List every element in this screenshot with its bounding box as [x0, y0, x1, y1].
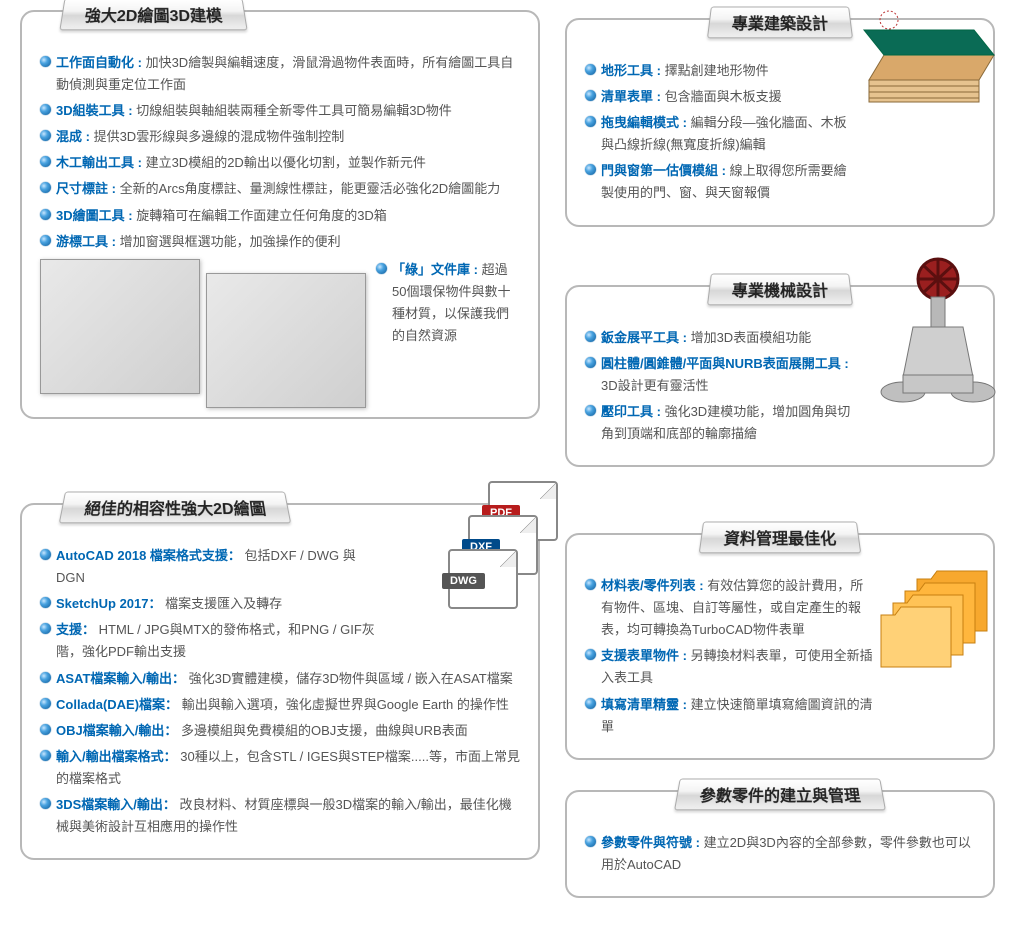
panel-param: 參數零件的建立與管理 參數零件與符號 : 建立2D與3D內容的全部參數，零件參數… — [565, 790, 995, 898]
feat-title: 清單表單 : — [601, 89, 661, 104]
feat-title: 輸入/輸出檔案格式： — [56, 749, 177, 764]
bullet-icon — [40, 104, 51, 115]
bullet-icon — [40, 750, 51, 761]
feat-desc: 輸出與輸入選項，強化虛擬世界與Google Earth 的操作性 — [182, 697, 509, 712]
bullet-icon — [585, 649, 596, 660]
bullet-icon — [585, 357, 596, 368]
bullet-icon — [585, 579, 596, 590]
feat-title: Collada(DAE)檔案： — [56, 697, 178, 712]
panel-header-param: 參數零件的建立與管理 — [674, 778, 886, 810]
feat-desc: 擇點創建地形物件 — [665, 63, 769, 78]
list-param: 參數零件與符號 : 建立2D與3D內容的全部參數，零件參數也可以用於AutoCA… — [585, 832, 975, 876]
feat-title: 「綠」文件庫 : — [392, 262, 478, 277]
feat-title: 支援： — [56, 622, 95, 637]
bullet-icon — [40, 549, 51, 560]
feat-title: 3DS檔案輸入/輸出： — [56, 797, 176, 812]
feat-desc: 檔案支援匯入及轉存 — [165, 596, 282, 611]
bullet-icon — [40, 130, 51, 141]
panel-arch: 專業建築設計 地形工具 : 擇點創建地形物件 清單表單 : 包含牆面與木板支援 … — [565, 18, 995, 227]
bullet-icon — [376, 263, 387, 274]
panel-data: 資料管理最佳化 材料表/零件列表 : 有效估算您的設計費用，所有物件、區塊、自訂… — [565, 533, 995, 760]
panel-header-modeling: 強大2D繪圖3D建模 — [59, 0, 247, 30]
bullet-icon — [40, 798, 51, 809]
panel-header-mech: 專業機械設計 — [707, 273, 853, 305]
bullet-icon — [585, 90, 596, 101]
screenshot-group — [40, 259, 366, 409]
screenshot-image — [206, 273, 366, 408]
feat-desc: 包含牆面與木板支援 — [665, 89, 782, 104]
feat-desc: 增加3D表面模組功能 — [691, 330, 812, 345]
list-data: 材料表/零件列表 : 有效估算您的設計費用，所有物件、區塊、自訂等屬性，或自定產… — [585, 575, 975, 738]
bullet-icon — [40, 182, 51, 193]
feat-desc: 全新的Arcs角度標註、量測線性標註，能更靈活必強化2D繪圖能力 — [120, 181, 501, 196]
feat-desc: 強化3D實體建模，儲存3D物件與區域 / 嵌入在ASAT檔案 — [189, 671, 513, 686]
bullet-icon — [585, 64, 596, 75]
panel-compat: 絕佳的相容性強大2D繪圖 PDF DXF DWG AutoCAD 2018 檔案… — [20, 503, 540, 860]
feat-title: 拖曳編輯模式 : — [601, 115, 687, 130]
list-modeling: 工作面自動化 : 加快3D繪製與編輯速度，滑鼠滑過物件表面時，所有繪圖工具自動偵… — [40, 52, 520, 253]
bullet-icon — [585, 836, 596, 847]
feat-title: 工作面自動化 : — [56, 55, 142, 70]
feat-title: 地形工具 : — [601, 63, 661, 78]
feat-desc: HTML / JPG與MTX的發佈格式，和PNG / GIF灰階，強化PDF輸出… — [56, 622, 375, 659]
bullet-icon — [40, 724, 51, 735]
bullet-icon — [40, 623, 51, 634]
bullet-icon — [40, 597, 51, 608]
bullet-icon — [40, 235, 51, 246]
feat-desc: 增加窗選與框選功能，加強操作的便利 — [120, 234, 341, 249]
bullet-icon — [40, 156, 51, 167]
feat-title: 3D繪圖工具 : — [56, 208, 133, 223]
feat-title: 圓柱體/圓錐體/平面與NURB表面展開工具 : — [601, 356, 849, 371]
feat-title: 壓印工具 : — [601, 404, 661, 419]
feat-title: ASAT檔案輸入/輸出： — [56, 671, 185, 686]
feat-title: 3D組裝工具 : — [56, 103, 133, 118]
bullet-icon — [40, 672, 51, 683]
feat-title: 填寫清單精靈 : — [601, 697, 687, 712]
feat-title: SketchUp 2017： — [56, 596, 162, 611]
feat-title: 游標工具 : — [56, 234, 116, 249]
feat-desc: 提供3D雲形線與多邊線的混成物件強制控制 — [94, 129, 345, 144]
feat-title: AutoCAD 2018 檔案格式支援： — [56, 548, 241, 563]
bullet-icon — [40, 209, 51, 220]
pdf-badge-icon: PDF — [482, 505, 520, 521]
panel-header-arch: 專業建築設計 — [707, 7, 853, 39]
feat-title: OBJ檔案輸入/輸出： — [56, 723, 177, 738]
feat-title: 木工輸出工具 : — [56, 155, 142, 170]
list-arch: 地形工具 : 擇點創建地形物件 清單表單 : 包含牆面與木板支援 拖曳編輯模式 … — [585, 60, 975, 205]
list-compat: AutoCAD 2018 檔案格式支援： 包括DXF / DWG 與 DGN S… — [40, 545, 520, 838]
bullet-icon — [585, 116, 596, 127]
list-mech: 鈑金展平工具 : 增加3D表面模組功能 圓柱體/圓錐體/平面與NURB表面展開工… — [585, 327, 975, 445]
feat-desc: 切線組裝與軸組裝兩種全新零件工具可簡易編輯3D物件 — [136, 103, 452, 118]
bullet-icon — [585, 405, 596, 416]
screenshot-image — [40, 259, 200, 394]
feat-title: 尺寸標註 : — [56, 181, 116, 196]
feat-title: 參數零件與符號 : — [601, 835, 700, 850]
feat-desc: 旋轉箱可在編輯工作面建立任何角度的3D箱 — [136, 208, 387, 223]
feat-title: 混成 : — [56, 129, 90, 144]
panel-mech: 專業機械設計 鈑金展平工具 : 增加3D表面模組功能 圓柱體/圓錐體/平面與NU… — [565, 285, 995, 467]
panel-header-data: 資料管理最佳化 — [699, 522, 862, 554]
bullet-icon — [40, 56, 51, 67]
panel-header-compat: 絕佳的相容性強大2D繪圖 — [59, 492, 292, 524]
panel-modeling: 強大2D繪圖3D建模 工作面自動化 : 加快3D繪製與編輯速度，滑鼠滑過物件表面… — [20, 10, 540, 419]
feat-desc: 多邊模組與免費模組的OBJ支援，曲線與URB表面 — [181, 723, 468, 738]
feat-title: 門與窗第一估價模組 : — [601, 163, 726, 178]
feat-title: 材料表/零件列表 : — [601, 578, 704, 593]
bullet-icon — [585, 698, 596, 709]
bullet-icon — [585, 331, 596, 342]
feat-desc: 建立3D模組的2D輸出以優化切割，並製作新元件 — [146, 155, 426, 170]
feat-title: 鈑金展平工具 : — [601, 330, 687, 345]
bullet-icon — [40, 698, 51, 709]
bullet-icon — [585, 164, 596, 175]
feat-desc: 3D設計更有靈活性 — [601, 378, 709, 393]
feat-title: 支援表單物件 : — [601, 648, 687, 663]
